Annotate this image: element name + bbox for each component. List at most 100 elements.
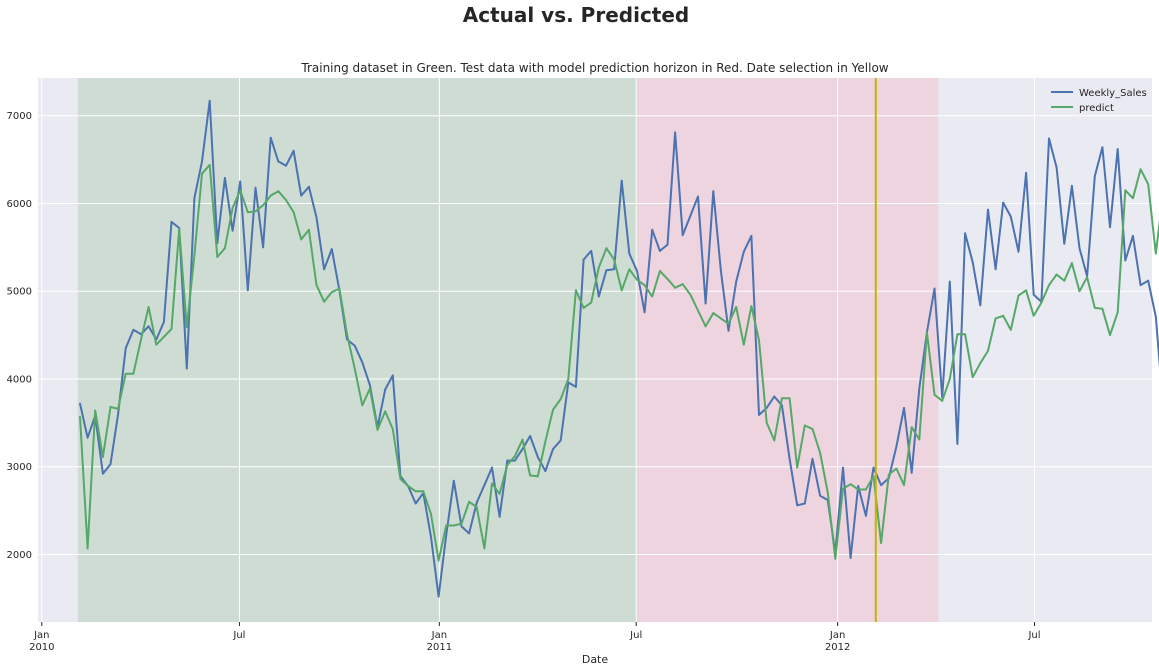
data-point [300, 194, 303, 197]
data-point [559, 439, 562, 442]
legend-label-weekly-sales: Weekly_Sales [1079, 88, 1147, 99]
data-point [719, 317, 722, 320]
data-point [124, 347, 127, 350]
data-point [697, 309, 699, 312]
data-point [704, 302, 707, 305]
data-point [803, 502, 806, 505]
data-point [460, 522, 463, 525]
data-point [292, 149, 295, 152]
data-point [674, 131, 677, 134]
data-point [1147, 279, 1150, 282]
data-point [231, 206, 234, 209]
gridlines [38, 78, 1152, 622]
data-point [147, 306, 150, 308]
data-point [948, 280, 951, 283]
data-point [590, 301, 593, 304]
data-point [86, 547, 89, 550]
data-point [506, 459, 509, 462]
data-point [1025, 289, 1028, 292]
data-point [216, 256, 219, 258]
data-point [353, 344, 356, 347]
data-point [796, 504, 799, 507]
data-point [1101, 146, 1104, 149]
data-point [193, 254, 196, 257]
data-point [636, 270, 638, 272]
data-point [628, 252, 631, 255]
data-point [643, 284, 646, 286]
data-point [430, 513, 432, 515]
data-point [552, 448, 554, 451]
data-point [544, 470, 547, 472]
data-point [384, 388, 387, 391]
data-point [987, 208, 989, 211]
data-point [658, 249, 661, 252]
data-point [79, 415, 81, 418]
data-point [422, 490, 425, 493]
data-point [208, 163, 211, 166]
data-point [1093, 306, 1096, 309]
data-point [643, 311, 646, 314]
data-point [1002, 314, 1005, 317]
data-point [208, 99, 211, 102]
data-point [849, 483, 852, 486]
data-point [918, 438, 921, 441]
data-point [132, 328, 135, 331]
data-point [613, 258, 615, 261]
data-point [788, 397, 791, 400]
data-point [1070, 185, 1073, 187]
data-point [689, 293, 692, 296]
data-point [483, 547, 486, 550]
data-point [437, 595, 440, 598]
data-point [811, 428, 814, 430]
data-point [872, 466, 875, 469]
data-point [987, 349, 989, 352]
data-point [544, 440, 547, 443]
data-point [407, 485, 409, 487]
data-point [124, 372, 127, 375]
data-point [895, 467, 898, 470]
data-point [369, 387, 371, 390]
y-tick-label: 4000 [7, 374, 32, 385]
data-point [353, 367, 356, 370]
data-point [391, 374, 394, 377]
data-point [323, 300, 326, 303]
data-point [1048, 137, 1050, 140]
y-tick-label: 2000 [7, 550, 32, 561]
data-point [1063, 279, 1066, 282]
data-point [681, 283, 684, 286]
data-point [666, 278, 669, 280]
data-point [491, 482, 493, 485]
data-point [361, 404, 364, 407]
data-point [880, 484, 883, 487]
data-point [918, 387, 921, 390]
data-point [1017, 294, 1020, 297]
data-point [582, 306, 585, 309]
data-point [1124, 259, 1127, 262]
data-point [979, 304, 982, 307]
x-tick-label: Jan [33, 630, 49, 641]
data-point [651, 295, 654, 298]
data-point [1154, 252, 1157, 255]
data-point [468, 532, 471, 535]
data-point [391, 428, 394, 430]
data-point [269, 136, 272, 139]
data-point [414, 490, 417, 493]
data-point [750, 235, 753, 237]
data-point [79, 402, 81, 405]
data-point [742, 343, 745, 346]
data-point [933, 287, 936, 290]
x-tick-label: Jul [629, 630, 642, 641]
data-point [513, 455, 516, 458]
data-point [529, 474, 532, 477]
data-point [1009, 328, 1012, 331]
data-point [224, 247, 226, 250]
y-tick-label: 3000 [7, 462, 32, 473]
data-point [1040, 301, 1043, 304]
data-point [605, 269, 608, 272]
data-point [575, 385, 577, 388]
data-point [1078, 290, 1081, 293]
data-point [346, 333, 348, 336]
data-point [651, 228, 654, 231]
data-point [857, 488, 860, 491]
